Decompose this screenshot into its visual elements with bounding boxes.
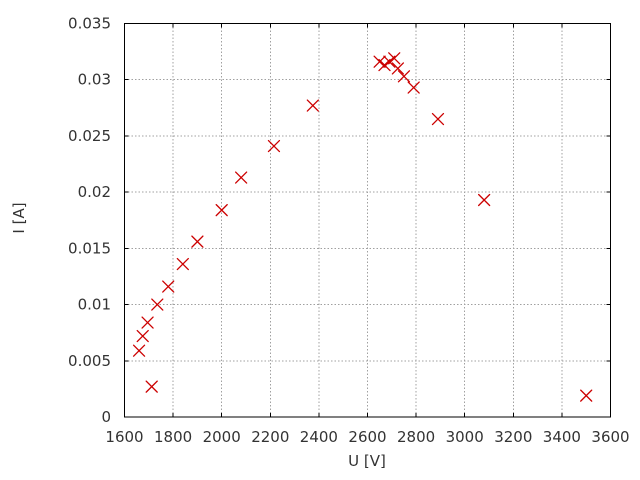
y-tick-label: 0.005 bbox=[68, 352, 111, 370]
data-point-marker bbox=[407, 81, 420, 94]
y-axis-label: I [A] bbox=[10, 202, 28, 233]
data-point-marker bbox=[267, 139, 281, 153]
x-tick-label: 3400 bbox=[543, 428, 581, 446]
data-point-marker bbox=[215, 203, 228, 217]
x-tick-label: 2200 bbox=[251, 428, 289, 446]
x-tick-label: 2400 bbox=[300, 428, 338, 446]
x-tick-label: 1600 bbox=[105, 428, 143, 446]
data-point-marker bbox=[162, 280, 175, 293]
data-point-marker bbox=[191, 235, 204, 248]
axis-label-layer: U [V] I [A] bbox=[10, 202, 386, 470]
data-point-marker bbox=[391, 62, 405, 75]
y-tick-label: 0.03 bbox=[78, 71, 111, 89]
data-point-marker bbox=[306, 99, 319, 112]
x-tick-label: 1800 bbox=[154, 428, 192, 446]
data-point-marker bbox=[176, 257, 189, 271]
data-point-marker bbox=[397, 70, 411, 83]
y-tick-label: 0.035 bbox=[68, 15, 111, 33]
grid-layer bbox=[124, 23, 611, 417]
data-point-marker bbox=[141, 316, 154, 329]
y-tick-label: 0.015 bbox=[68, 239, 111, 257]
y-tick-label: 0.02 bbox=[78, 183, 111, 201]
y-tick-label: 0 bbox=[101, 408, 111, 426]
data-point-marker bbox=[388, 52, 401, 65]
data-point-marker bbox=[477, 193, 491, 207]
x-tick-label: 3600 bbox=[591, 428, 629, 446]
data-point-marker bbox=[136, 329, 149, 343]
data-point-marker bbox=[431, 112, 445, 126]
data-point-marker bbox=[145, 380, 158, 393]
data-point-marker bbox=[234, 171, 248, 184]
tick-layer: 1600 1800 2000 2200 2400 2600 2800 3000 3200 3400… bbox=[68, 15, 630, 447]
y-tick-label: 0.01 bbox=[78, 296, 111, 314]
data-point-marker bbox=[132, 344, 146, 357]
x-axis-label: U [V] bbox=[348, 452, 386, 470]
x-tick-label: 3200 bbox=[494, 428, 532, 446]
x-tick-label: 2600 bbox=[348, 428, 386, 446]
data-point-marker bbox=[580, 389, 593, 402]
data-point-layer bbox=[132, 52, 593, 402]
y-tick-label: 0.025 bbox=[68, 127, 111, 145]
x-tick-label: 2800 bbox=[397, 428, 435, 446]
x-tick-label: 2000 bbox=[203, 428, 241, 446]
data-point-marker bbox=[151, 298, 164, 311]
x-tick-label: 3000 bbox=[446, 428, 484, 446]
